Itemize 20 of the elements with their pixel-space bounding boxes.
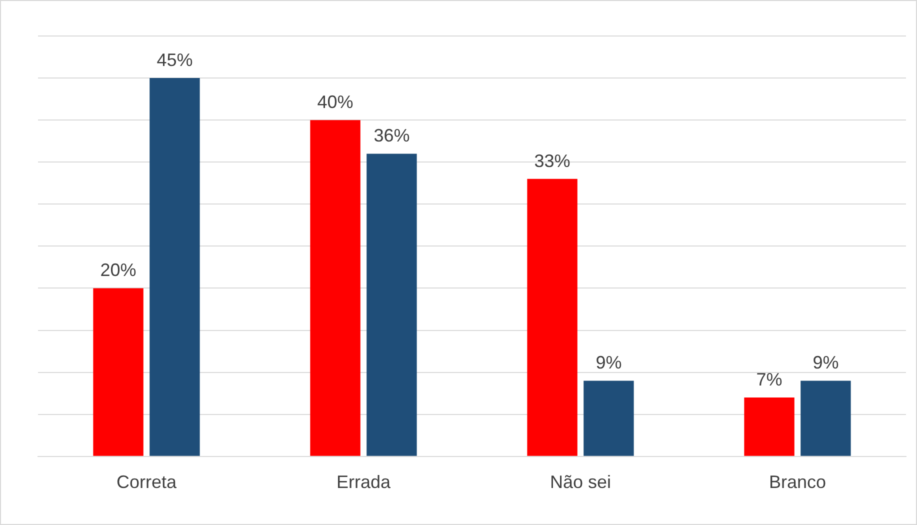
data-label: 45% xyxy=(156,50,193,70)
data-label: 40% xyxy=(317,92,354,112)
data-label: 9% xyxy=(596,352,622,373)
bar xyxy=(800,380,851,456)
bar xyxy=(150,78,200,456)
data-label: 33% xyxy=(534,150,570,171)
data-label: 20% xyxy=(100,260,136,280)
x-tick-label: Correta xyxy=(116,472,178,492)
bar xyxy=(584,380,634,456)
x-tick-label: Errada xyxy=(336,472,392,492)
data-label: 7% xyxy=(756,370,782,390)
data-label: 36% xyxy=(374,126,410,146)
x-tick-label: Branco xyxy=(768,472,826,492)
x-tick-label: Não sei xyxy=(550,472,612,492)
data-label: 9% xyxy=(812,352,839,373)
bar xyxy=(527,178,578,456)
bar xyxy=(93,288,144,456)
bar xyxy=(310,120,360,456)
bar xyxy=(744,398,794,456)
bar xyxy=(366,154,417,456)
